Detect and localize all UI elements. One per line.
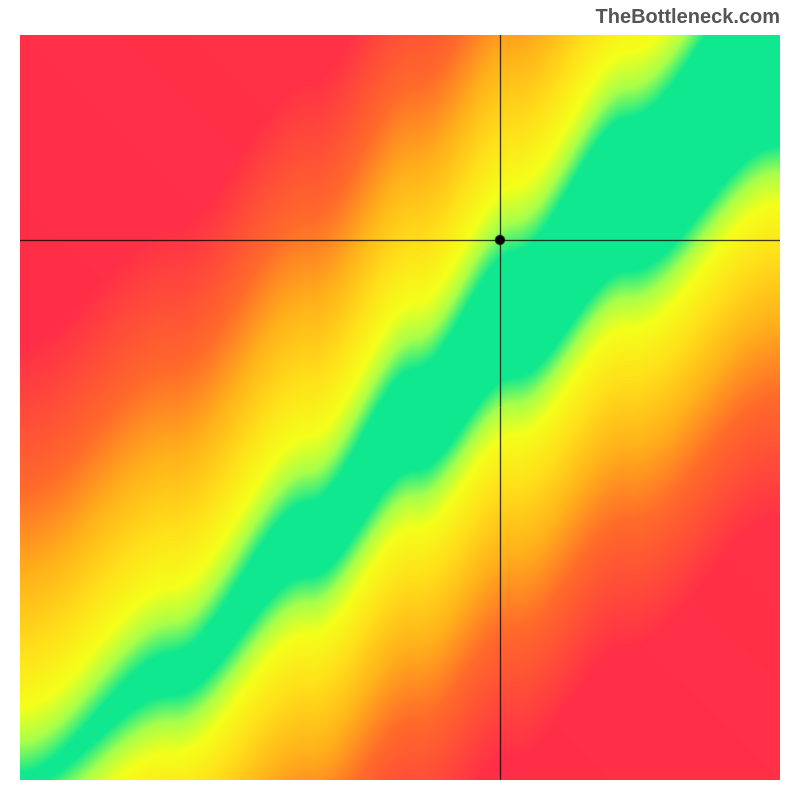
bottleneck-heatmap xyxy=(20,35,780,780)
heatmap-canvas xyxy=(20,35,780,780)
watermark-text: TheBottleneck.com xyxy=(596,6,780,29)
